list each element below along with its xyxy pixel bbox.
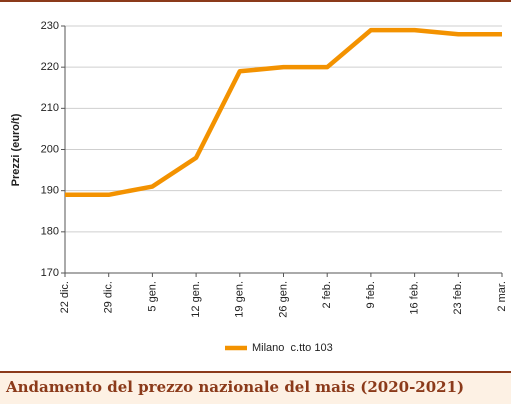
data-line xyxy=(65,27,502,198)
y-axis-label: Prezzi (euro/t) xyxy=(10,113,22,186)
x-tick-label: 2 feb. xyxy=(321,281,333,309)
x-tick-label: 2 mar. xyxy=(496,281,508,312)
y-tick-label: 210 xyxy=(41,102,59,114)
y-tick-label: 200 xyxy=(41,143,59,155)
x-tick-label: 5 gen. xyxy=(146,281,158,312)
y-tick-label: 220 xyxy=(41,61,59,73)
y-tick-label: 180 xyxy=(41,226,59,238)
x-tick-label: 26 gen. xyxy=(277,281,289,318)
x-tick-label: 16 feb. xyxy=(409,281,421,315)
x-tick-label: 19 gen. xyxy=(234,281,246,318)
y-tick-label: 190 xyxy=(41,185,59,197)
y-tick-label: 230 xyxy=(41,20,59,32)
x-tick-label: 23 feb. xyxy=(452,281,464,315)
title-band xyxy=(0,372,511,404)
x-tick-label: 12 gen. xyxy=(190,281,202,318)
x-tick-label: 9 feb. xyxy=(365,281,377,309)
x-tick-label: 22 dic. xyxy=(59,281,71,313)
legend-label: Milano c.tto 103 xyxy=(252,342,333,354)
y-tick-label: 170 xyxy=(41,267,59,279)
x-tick-label: 29 dic. xyxy=(103,281,115,313)
chart-title: Andamento del prezzo nazionale del mais … xyxy=(5,378,464,396)
